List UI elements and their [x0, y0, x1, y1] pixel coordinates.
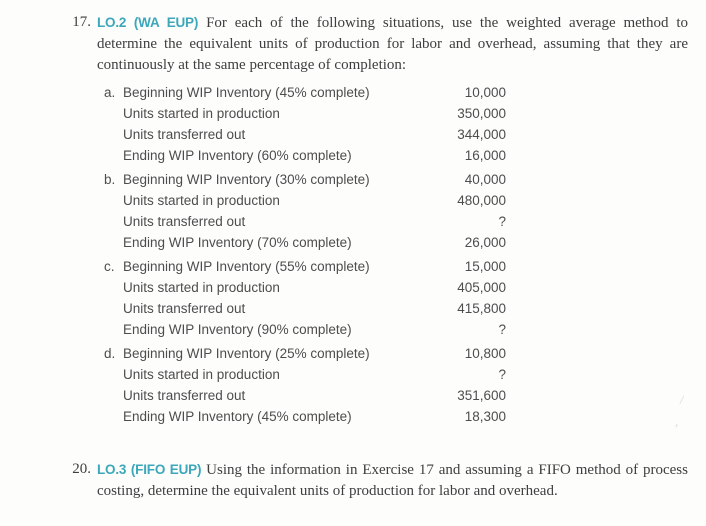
- exercise-20-body: LO.3 (FIFO EUP) Using the information in…: [97, 459, 688, 502]
- row-value: 10,000: [464, 85, 506, 100]
- row-label: Units transferred out: [123, 214, 246, 229]
- row-value: 415,800: [457, 301, 506, 316]
- row-value: ?: [498, 214, 506, 229]
- row-value: ?: [498, 367, 506, 382]
- row-label: Units transferred out: [123, 388, 246, 403]
- row-label: Ending WIP Inventory (45% complete): [123, 409, 352, 424]
- table-row: Ending WIP Inventory (90% complete) ?: [97, 319, 506, 340]
- situation-letter: [97, 103, 123, 124]
- situation-d: d. Beginning WIP Inventory (25% complete…: [97, 343, 506, 427]
- row-label: Ending WIP Inventory (90% complete): [123, 322, 352, 337]
- row-value: 40,000: [464, 172, 506, 187]
- exercise-20-text-content: Using the information in Exercise 17 and…: [97, 462, 688, 499]
- row-value: 344,000: [457, 127, 506, 142]
- table-row: Units transferred out ?: [97, 211, 506, 232]
- exercise-17-number: 17.: [72, 14, 91, 30]
- table-row: d. Beginning WIP Inventory (25% complete…: [97, 343, 506, 364]
- exercise-20-text: LO.3 (FIFO EUP) Using the information in…: [97, 459, 688, 502]
- situation-letter: a.: [104, 85, 116, 100]
- table-row: Units transferred out 344,000: [97, 124, 506, 145]
- row-label: Beginning WIP Inventory (30% complete): [123, 172, 370, 187]
- exercise-17-body: LO.2 (WA EUP) For each of the following …: [97, 12, 688, 427]
- table-row: Units transferred out 415,800: [97, 298, 506, 319]
- situation-letter: [97, 364, 123, 385]
- row-value: 10,800: [464, 346, 506, 361]
- exercise-20-lo-label: LO.3 (FIFO EUP): [97, 462, 202, 477]
- table-row: Ending WIP Inventory (45% complete) 18,3…: [97, 406, 506, 427]
- situation-a: a. Beginning WIP Inventory (45% complete…: [97, 82, 506, 166]
- situation-letter: [97, 406, 123, 427]
- exercise-17-intro-text: For each of the following situations, us…: [97, 15, 689, 73]
- situation-letter: [97, 232, 123, 253]
- row-value: 405,000: [457, 280, 506, 295]
- exercise-17-situations: a. Beginning WIP Inventory (45% complete…: [97, 82, 506, 427]
- row-label: Beginning WIP Inventory (55% complete): [123, 259, 370, 274]
- table-row: c. Beginning WIP Inventory (55% complete…: [97, 256, 506, 277]
- row-value: 15,000: [464, 259, 506, 274]
- situation-letter: b.: [104, 172, 116, 187]
- row-label: Units started in production: [123, 106, 280, 121]
- scan-artifact: ,: [675, 414, 679, 429]
- situation-letter: [97, 319, 123, 340]
- situation-letter: [97, 298, 123, 319]
- table-row: Ending WIP Inventory (60% complete) 16,0…: [97, 145, 506, 166]
- situation-letter: [97, 277, 123, 298]
- table-row: Units transferred out 351,600: [97, 385, 506, 406]
- table-row: Ending WIP Inventory (70% complete) 26,0…: [97, 232, 506, 253]
- exercise-17-intro: LO.2 (WA EUP) For each of the following …: [97, 12, 688, 76]
- row-value: 26,000: [464, 235, 506, 250]
- row-label: Beginning WIP Inventory (45% complete): [123, 85, 370, 100]
- row-value: 18,300: [464, 409, 506, 424]
- row-value: 351,600: [457, 388, 506, 403]
- situation-letter: c.: [104, 259, 115, 274]
- row-label: Beginning WIP Inventory (25% complete): [123, 346, 370, 361]
- table-row: Units started in production 350,000: [97, 103, 506, 124]
- situation-letter: d.: [104, 346, 116, 361]
- situation-c: c. Beginning WIP Inventory (55% complete…: [97, 256, 506, 340]
- row-value: 350,000: [457, 106, 506, 121]
- situation-letter: [97, 145, 123, 166]
- table-row: Units started in production 405,000: [97, 277, 506, 298]
- exercise-20: 20. LO.3 (FIFO EUP) Using the informatio…: [0, 459, 706, 502]
- row-label: Units started in production: [123, 280, 280, 295]
- exercise-17: 17. LO.2 (WA EUP) For each of the follow…: [0, 12, 706, 427]
- situation-letter: [97, 124, 123, 145]
- row-value: ?: [498, 322, 506, 337]
- row-label: Units transferred out: [123, 127, 246, 142]
- situation-letter: [97, 211, 123, 232]
- row-value: 480,000: [457, 193, 506, 208]
- table-row: Units started in production ?: [97, 364, 506, 385]
- row-label: Units transferred out: [123, 301, 246, 316]
- row-label: Ending WIP Inventory (70% complete): [123, 235, 352, 250]
- row-value: 16,000: [464, 148, 506, 163]
- row-label: Units started in production: [123, 193, 280, 208]
- row-label: Units started in production: [123, 367, 280, 382]
- table-row: a. Beginning WIP Inventory (45% complete…: [97, 82, 506, 103]
- situation-letter: [97, 190, 123, 211]
- row-label: Ending WIP Inventory (60% complete): [123, 148, 352, 163]
- situation-b: b. Beginning WIP Inventory (30% complete…: [97, 169, 506, 253]
- situation-letter: [97, 385, 123, 406]
- table-row: Units started in production 480,000: [97, 190, 506, 211]
- exercise-17-lo-label: LO.2 (WA EUP): [97, 15, 199, 30]
- table-row: b. Beginning WIP Inventory (30% complete…: [97, 169, 506, 190]
- exercise-20-number: 20.: [72, 461, 91, 477]
